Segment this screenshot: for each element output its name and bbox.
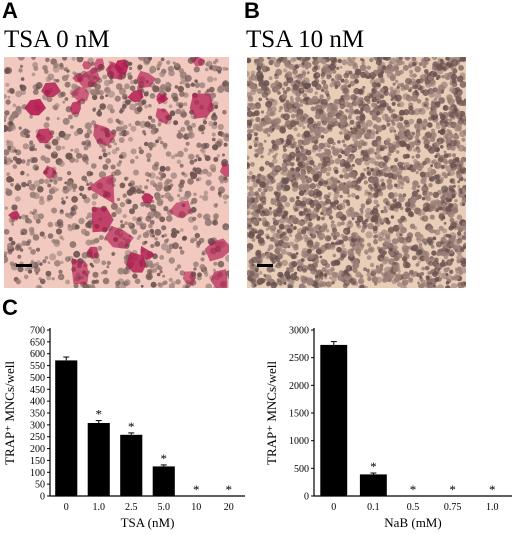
y-tick-label: 1000 [289, 436, 309, 447]
bar [87, 423, 110, 496]
panel-title-a: TSA 0 nM [4, 26, 110, 53]
x-tick-label: 1.0 [486, 502, 499, 513]
y-tick-label: 650 [30, 337, 45, 348]
y-tick-label: 2000 [289, 381, 309, 392]
significance-star: * [226, 482, 233, 497]
chart-tsa: 0 50 100 150 200 250 300 350 400 450 500 550 600 650 7… [0, 318, 250, 535]
significance-star: * [161, 451, 168, 466]
x-tick-label: 1.0 [93, 502, 106, 513]
x-tick-label: 0.1 [367, 502, 380, 513]
micrograph-tsa-10 [247, 57, 466, 288]
y-tick-label: 150 [30, 456, 45, 467]
micrograph-tsa-0 [4, 57, 229, 288]
y-tick-label: 3000 [289, 326, 309, 337]
osteoclast-layer [8, 57, 229, 288]
bar [120, 434, 143, 496]
axis-lines [49, 328, 245, 497]
panel-letter-b: B [244, 0, 260, 23]
scale-bar [16, 264, 32, 267]
x-tick-label: 0.75 [444, 502, 462, 513]
bar [359, 474, 387, 496]
chart-nab: 0 500 1000 1500 2000 2500 3000 0 * 0.1 * 0.5 * 0.75 * 1… [262, 318, 520, 535]
y-tick-label: 1500 [289, 409, 309, 420]
bar [55, 360, 78, 496]
y-axis-title: TRAP⁺ MNCs/well [264, 361, 279, 465]
significance-star: * [96, 407, 103, 422]
y-tick-label: 2500 [289, 353, 309, 364]
x-tick-label: 20 [224, 502, 234, 513]
y-tick-label: 600 [30, 349, 45, 360]
y-tick-label: 700 [30, 326, 45, 337]
x-tick-label: 10 [191, 502, 201, 513]
micrograph-cells-b [247, 57, 466, 288]
bar [320, 344, 348, 496]
x-tick-label: 5.0 [158, 502, 171, 513]
y-tick-label: 100 [30, 468, 45, 479]
significance-star: * [193, 482, 200, 497]
y-axis-title: TRAP⁺ MNCs/well [2, 361, 17, 465]
y-tick-label: 500 [294, 464, 309, 475]
x-axis-title: TSA (nM) [121, 515, 175, 530]
y-tick-label: 350 [30, 409, 45, 420]
significance-star: * [410, 482, 417, 497]
significance-star: * [370, 459, 377, 474]
bar [152, 466, 175, 496]
x-tick-label: 0 [64, 502, 69, 513]
x-tick-label: 2.5 [125, 502, 138, 513]
y-tick-label: 50 [35, 480, 45, 491]
significance-star: * [128, 419, 135, 434]
y-tick-label: 550 [30, 361, 45, 372]
significance-star: * [449, 482, 456, 497]
y-tick-label: 450 [30, 385, 45, 396]
y-tick-label: 300 [30, 420, 45, 431]
panel-title-b: TSA 10 nM [246, 26, 365, 53]
y-tick-label: 400 [30, 397, 45, 408]
scale-bar [257, 264, 273, 267]
cell-layer [247, 57, 466, 288]
x-tick-label: 0.5 [407, 502, 420, 513]
significance-star: * [489, 482, 496, 497]
y-tick-label: 0 [304, 492, 309, 503]
y-tick-label: 0 [40, 492, 45, 503]
y-tick-label: 500 [30, 373, 45, 384]
chart-nab-svg: 0 500 1000 1500 2000 2500 3000 0 * 0.1 * 0.5 * 0.75 * 1… [264, 326, 512, 530]
y-tick-label: 250 [30, 432, 45, 443]
panel-letter-a: A [2, 0, 18, 23]
y-tick-label: 200 [30, 444, 45, 455]
x-axis-title: NaB (mM) [384, 515, 441, 530]
micrograph-cells-a [4, 57, 229, 288]
panel-letter-c: C [2, 295, 18, 320]
x-tick-label: 0 [331, 502, 336, 513]
chart-tsa-svg: 0501001502002503003504004505005506006507… [2, 326, 245, 530]
